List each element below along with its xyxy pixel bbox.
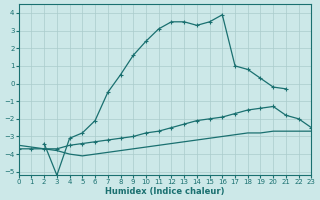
X-axis label: Humidex (Indice chaleur): Humidex (Indice chaleur) xyxy=(105,187,225,196)
